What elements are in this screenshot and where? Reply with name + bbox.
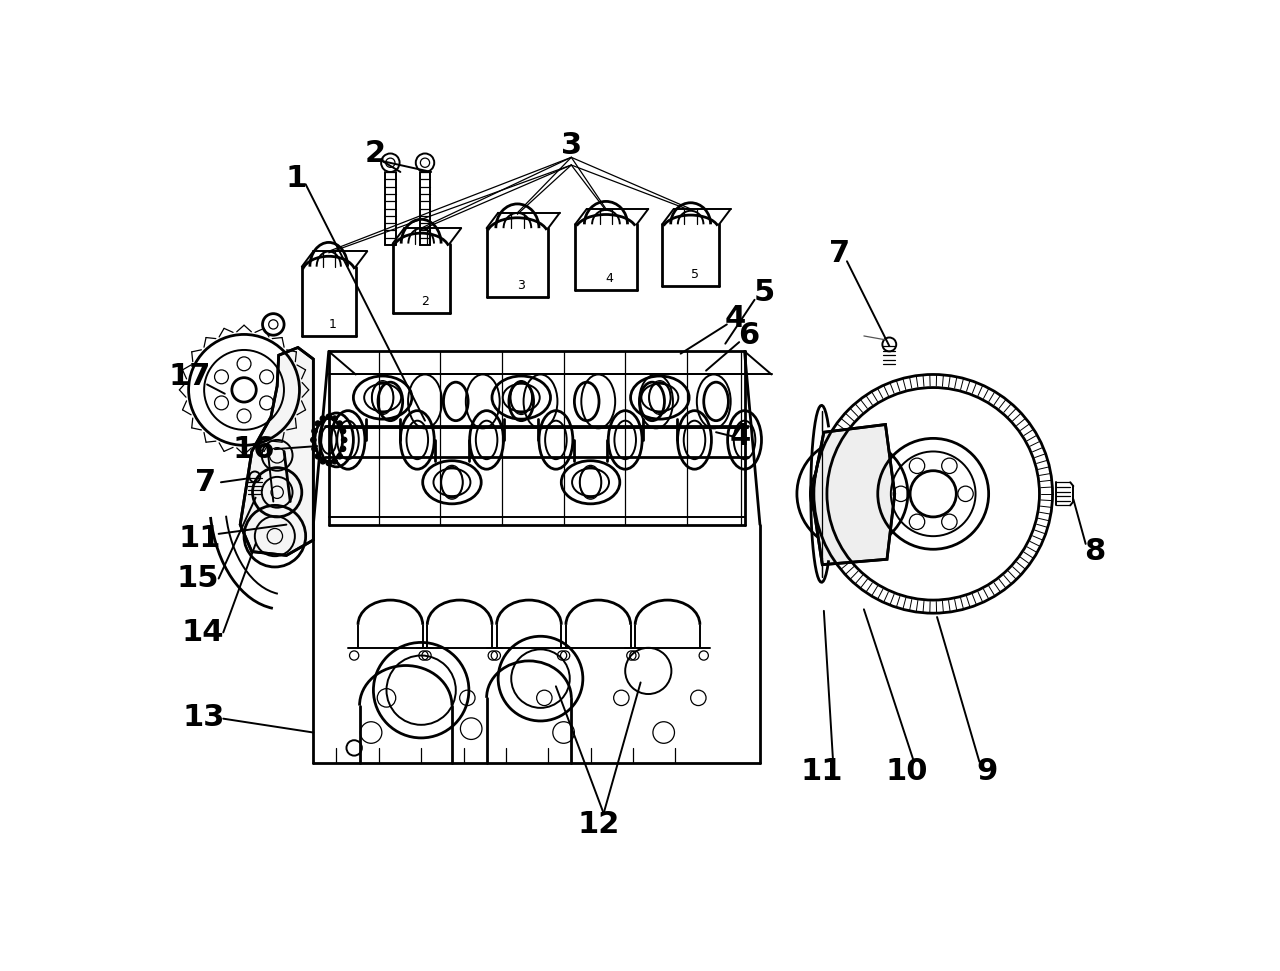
Text: 3: 3 [517, 280, 525, 292]
Circle shape [340, 428, 346, 434]
Text: 12: 12 [577, 811, 620, 839]
Text: 4: 4 [730, 421, 751, 451]
Circle shape [315, 420, 320, 426]
Polygon shape [812, 424, 895, 565]
Circle shape [326, 414, 332, 419]
Text: 2: 2 [365, 139, 385, 168]
Text: 11: 11 [179, 524, 221, 552]
Text: 10: 10 [884, 756, 928, 786]
Circle shape [320, 458, 325, 464]
Text: 11: 11 [800, 756, 842, 786]
Text: 2: 2 [421, 295, 429, 308]
Text: 6: 6 [737, 321, 759, 351]
Text: 1: 1 [329, 318, 337, 331]
Circle shape [315, 453, 320, 459]
Circle shape [311, 437, 316, 443]
Text: 14: 14 [182, 618, 224, 647]
Circle shape [337, 420, 342, 426]
Text: 13: 13 [182, 703, 224, 731]
Text: 7: 7 [828, 239, 850, 268]
Circle shape [312, 446, 317, 452]
Text: 8: 8 [1084, 537, 1106, 566]
Circle shape [340, 446, 346, 452]
Circle shape [337, 453, 342, 459]
Circle shape [312, 428, 317, 434]
Text: 5: 5 [690, 268, 699, 281]
Circle shape [320, 416, 325, 421]
Text: 3: 3 [561, 131, 582, 160]
Text: 4: 4 [724, 304, 746, 333]
Circle shape [326, 460, 332, 466]
Text: 17: 17 [169, 362, 211, 391]
Circle shape [342, 437, 347, 443]
Circle shape [332, 416, 338, 421]
Circle shape [332, 458, 338, 464]
Text: 9: 9 [977, 756, 998, 786]
Text: 7: 7 [195, 468, 216, 497]
Text: 5: 5 [753, 278, 774, 307]
Text: 1: 1 [285, 164, 307, 192]
Polygon shape [241, 348, 314, 555]
Text: 16: 16 [233, 435, 275, 464]
Text: 4: 4 [605, 272, 613, 285]
Text: 15: 15 [177, 564, 219, 593]
